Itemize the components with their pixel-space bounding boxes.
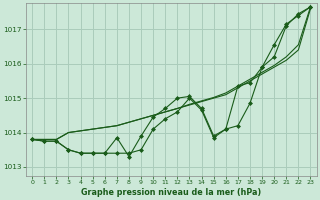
X-axis label: Graphe pression niveau de la mer (hPa): Graphe pression niveau de la mer (hPa) bbox=[81, 188, 261, 197]
